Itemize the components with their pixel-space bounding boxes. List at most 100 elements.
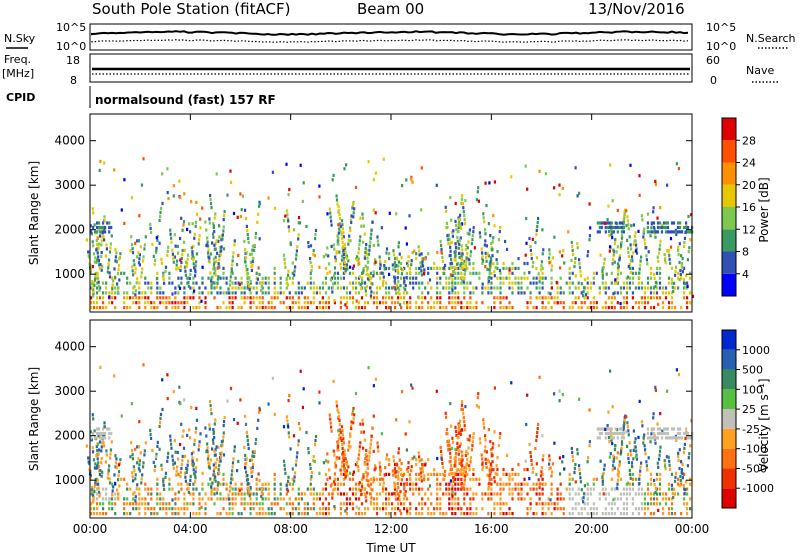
heatmap-cell (529, 507, 532, 511)
heatmap-cell (448, 460, 451, 464)
heatmap-cell (464, 260, 468, 264)
heatmap-cell (195, 306, 198, 310)
heatmap-cell (622, 436, 625, 440)
heatmap-cell (493, 296, 496, 300)
heatmap-cell (461, 258, 464, 262)
heatmap-cell (658, 243, 662, 247)
heatmap-cell (458, 251, 461, 255)
heatmap-cell (302, 181, 305, 185)
heatmap-cell (392, 473, 395, 477)
heatmap-cell (449, 468, 452, 472)
heatmap-cell (374, 464, 377, 468)
heatmap-cell (198, 502, 201, 506)
heatmap-cell (363, 492, 367, 496)
heatmap-cell (198, 238, 201, 242)
heatmap-cell (487, 281, 490, 285)
heatmap-cell (490, 487, 493, 491)
heatmap-cell (198, 492, 201, 496)
heatmap-cell (309, 467, 312, 471)
heatmap-cell (424, 492, 427, 496)
heatmap-cell (291, 301, 294, 305)
heatmap-cell (111, 493, 114, 497)
heatmap-cell (490, 242, 493, 246)
heatmap-cell (258, 408, 261, 412)
heatmap-cell (496, 250, 499, 254)
heatmap-cell (640, 281, 643, 285)
heatmap-cell (634, 507, 637, 511)
heatmap-cell (138, 487, 141, 491)
heatmap-cell (144, 487, 147, 491)
heatmap-cell (446, 440, 449, 444)
heatmap-cell (357, 257, 360, 261)
heatmap-cell (550, 474, 553, 478)
heatmap-cell (688, 452, 691, 456)
heatmap-cell (360, 493, 363, 497)
heatmap-cell (100, 268, 103, 272)
heatmap-cell (661, 291, 665, 295)
heatmap-cell (101, 441, 104, 445)
heatmap-cell (116, 488, 119, 492)
heatmap-cell (255, 306, 258, 310)
heatmap-cell (486, 267, 489, 271)
heatmap-cell (385, 251, 388, 255)
heatmap-cell (440, 243, 443, 247)
heatmap-cell (198, 291, 201, 295)
heatmap-cell (338, 418, 341, 423)
heatmap-cell (670, 221, 674, 225)
heatmap-cell (140, 275, 143, 279)
heatmap-cell (378, 255, 381, 259)
heatmap-cell (664, 230, 668, 234)
heatmap-cell (524, 459, 527, 463)
heatmap-cell (131, 265, 134, 269)
heatmap-cell (189, 492, 192, 496)
heatmap-cell (95, 239, 98, 243)
heatmap-cell (484, 181, 487, 185)
heatmap-cell (450, 240, 453, 244)
heatmap-cell (176, 465, 179, 469)
heatmap-cell (357, 497, 361, 501)
heatmap-cell (480, 247, 483, 251)
heatmap-cell (385, 266, 388, 270)
heatmap-cell (321, 281, 324, 285)
heatmap-cell (531, 470, 534, 475)
colorbar-swatch (722, 488, 736, 508)
heatmap-cell (403, 486, 406, 490)
heatmap-cell (462, 468, 465, 472)
heatmap-cell (619, 452, 622, 456)
heatmap-cell (336, 482, 339, 486)
heatmap-cell (612, 431, 615, 436)
heatmap-cell (498, 268, 502, 273)
heatmap-cell (687, 250, 690, 254)
heatmap-cell (286, 419, 289, 423)
heatmap-cell (454, 492, 457, 496)
heatmap-cell (371, 282, 374, 286)
heatmap-cell (213, 422, 216, 426)
heatmap-cell (488, 181, 491, 185)
heatmap-cell (143, 243, 146, 247)
heatmap-cell (625, 281, 628, 285)
heatmap-cell (553, 392, 556, 396)
heatmap-cell (291, 281, 294, 285)
heatmap-cell (108, 464, 111, 468)
heatmap-cell (681, 270, 684, 274)
heatmap-cell (171, 507, 174, 511)
heatmap-cell (206, 446, 209, 450)
heatmap-cell (548, 454, 551, 458)
heatmap-cell (458, 255, 461, 259)
heatmap-cell (177, 291, 180, 295)
heatmap-cell (687, 456, 690, 460)
heatmap-cell (150, 230, 153, 234)
heatmap-cell (105, 487, 108, 491)
heatmap-cell (393, 481, 396, 485)
heatmap-cell (96, 243, 99, 247)
heatmap-cell (162, 271, 165, 275)
heatmap-cell (418, 306, 421, 310)
freq-tick-right-bottom: 0 (710, 74, 717, 87)
heatmap-cell (481, 259, 485, 263)
heatmap-cell (347, 465, 350, 469)
heatmap-cell (652, 306, 656, 310)
heatmap-cell (213, 261, 216, 265)
heatmap-cell (216, 291, 219, 295)
heatmap-cell (532, 276, 535, 280)
